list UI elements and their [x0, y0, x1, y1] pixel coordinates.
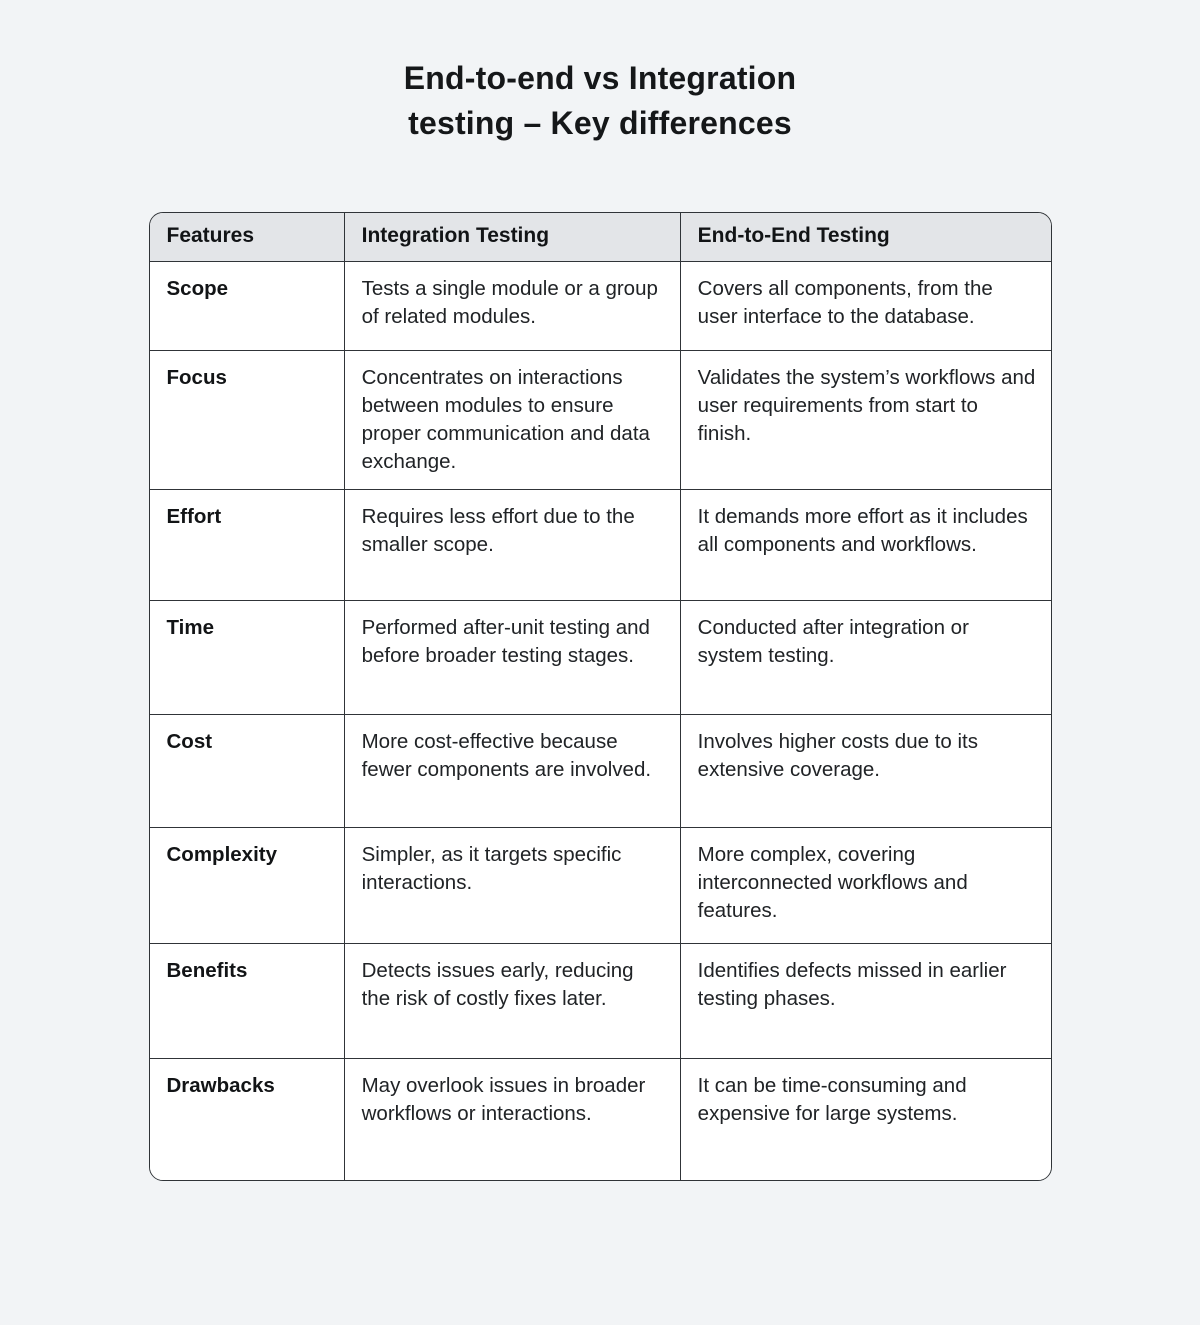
- integration-cell: May overlook issues in broader workflows…: [343, 1058, 681, 1180]
- feature-cell: Drawbacks: [149, 1058, 345, 1180]
- table-row-drawbacks: Drawbacks May overlook issues in broader…: [149, 1058, 1051, 1180]
- column-header-end-to-end-testing: End-to-End Testing: [679, 213, 1051, 262]
- feature-cell: Effort: [149, 489, 345, 601]
- integration-cell: Simpler, as it targets specific interact…: [343, 827, 681, 944]
- e2e-cell: It demands more effort as it includes al…: [679, 489, 1051, 601]
- e2e-cell: Identifies defects missed in earlier tes…: [679, 943, 1051, 1059]
- table-row-effort: Effort Requires less effort due to the s…: [149, 489, 1051, 601]
- e2e-cell: Conducted after integration or system te…: [679, 600, 1051, 715]
- e2e-cell: Involves higher costs due to its extensi…: [679, 714, 1051, 828]
- feature-cell: Focus: [149, 350, 345, 490]
- column-header-features: Features: [149, 213, 345, 262]
- e2e-cell: It can be time-consuming and expensive f…: [679, 1058, 1051, 1180]
- column-header-integration-testing: Integration Testing: [343, 213, 681, 262]
- table-row-benefits: Benefits Detects issues early, reducing …: [149, 943, 1051, 1059]
- integration-cell: More cost-effective because fewer compon…: [343, 714, 681, 828]
- integration-cell: Tests a single module or a group of rela…: [343, 261, 681, 351]
- table-row-scope: Scope Tests a single module or a group o…: [149, 261, 1051, 351]
- integration-cell: Requires less effort due to the smaller …: [343, 489, 681, 601]
- table-row-focus: Focus Concentrates on interactions betwe…: [149, 350, 1051, 490]
- table-row-complexity: Complexity Simpler, as it targets specif…: [149, 827, 1051, 944]
- feature-cell: Cost: [149, 714, 345, 828]
- integration-cell: Performed after-unit testing and before …: [343, 600, 681, 715]
- e2e-cell: Validates the system’s workflows and use…: [679, 350, 1051, 490]
- feature-cell: Benefits: [149, 943, 345, 1059]
- table-header-row: Features Integration Testing End-to-End …: [149, 213, 1051, 262]
- integration-cell: Concentrates on interactions between mod…: [343, 350, 681, 490]
- page-title: End-to-end vs Integration testing – Key …: [0, 56, 1200, 146]
- feature-cell: Scope: [149, 261, 345, 351]
- page-title-line2: testing – Key differences: [408, 105, 792, 141]
- e2e-cell: More complex, covering interconnected wo…: [679, 827, 1051, 944]
- table-row-cost: Cost More cost-effective because fewer c…: [149, 714, 1051, 828]
- e2e-cell: Covers all components, from the user int…: [679, 261, 1051, 351]
- page-title-line1: End-to-end vs Integration: [403, 60, 797, 96]
- table-row-time: Time Performed after-unit testing and be…: [149, 600, 1051, 715]
- integration-cell: Detects issues early, reducing the risk …: [343, 943, 681, 1059]
- feature-cell: Time: [149, 600, 345, 715]
- comparison-table: Features Integration Testing End-to-End …: [148, 212, 1052, 1181]
- feature-cell: Complexity: [149, 827, 345, 944]
